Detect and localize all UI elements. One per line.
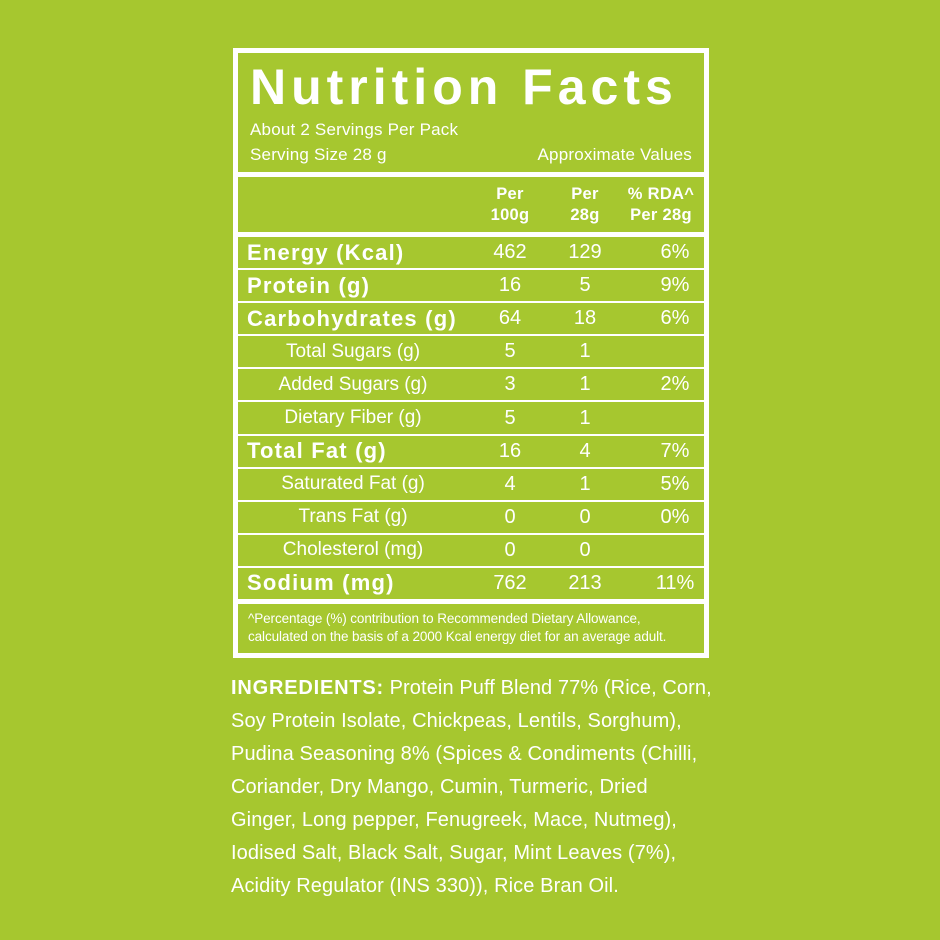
section-divider [238,599,704,604]
nutrient-name: Energy (Kcal) [247,239,405,265]
value-per-100g: 4 [504,472,516,495]
value-per-100g: 5 [504,406,516,429]
value-per-28g: 0 [579,505,591,528]
table-row: Dietary Fiber (g) 5 1 [238,400,704,433]
nutrition-facts-title: Nutrition Facts [250,59,678,115]
approximate-values: Approximate Values [537,145,692,164]
value-rda-per-28g: 9% [660,274,690,297]
value-rda-per-28g: 6% [660,307,690,330]
value-per-100g: 3 [504,373,516,396]
footnote-line-1: ^Percentage (%) contribution to Recommen… [248,611,641,626]
ingredients-heading: INGREDIENTS: [231,677,384,699]
value-rda-per-28g: 0% [660,505,690,528]
table-row: Sodium (mg) 762 213 11% [238,565,704,599]
value-rda-per-28g: 5% [660,472,690,495]
title-section: Nutrition Facts About 2 Servings Per Pac… [238,53,704,172]
section-divider [238,232,704,237]
value-per-100g: 5 [504,340,516,363]
value-per-28g: 0 [579,538,591,561]
table-row: Protein (g) 16 5 9% [238,268,704,301]
table-column-header: Per 100g Per 28g % RDA^ Per 28g [238,177,704,232]
section-divider [238,172,704,177]
table-row: Cholesterol (mg) 0 0 [238,532,704,566]
servings-per-pack: About 2 Servings Per Pack [250,120,459,139]
nutrient-name: Sodium (mg) [247,570,395,596]
table-row: Trans Fat (g) 0 0 0% [238,499,704,533]
value-per-28g: 213 [568,571,602,594]
value-rda-per-28g: 6% [660,241,690,264]
column-header-per-28g: Per 28g [570,184,600,224]
column-header-rda-per-28g: % RDA^ Per 28g [627,184,695,224]
value-per-28g: 4 [579,439,591,462]
column-header-per-100g: Per 100g [490,184,530,224]
value-per-28g: 1 [579,472,591,495]
table-row: Saturated Fat (g) 4 1 5% [238,466,704,500]
nutrient-name: Total Sugars (g) [285,340,421,362]
nutrient-name: Carbohydrates (g) [247,305,457,331]
nutrient-name: Cholesterol (mg) [282,539,424,561]
value-per-100g: 462 [493,241,527,264]
nutrient-name: Total Fat (g) [247,438,387,464]
value-per-100g: 762 [493,571,527,594]
value-per-100g: 64 [498,307,522,330]
table-row: Total Sugars (g) 5 1 [238,334,704,367]
table-row: Total Fat (g) 16 4 7% [238,433,704,467]
value-rda-per-28g: 7% [660,439,690,462]
value-per-100g: 16 [498,439,522,462]
nutrient-name: Protein (g) [247,272,371,298]
table-row: Carbohydrates (g) 64 18 6% [238,301,704,334]
value-rda-per-28g: 11% [655,571,695,594]
value-per-28g: 129 [568,241,602,264]
nutrient-name: Saturated Fat (g) [281,473,425,495]
serving-size-row: Serving Size 28 g Approximate Values [250,145,692,165]
footnote-line-2: calculated on the basis of a 2000 Kcal e… [248,628,667,644]
nutrition-facts-panel: Nutrition Facts About 2 Servings Per Pac… [233,48,709,658]
value-per-28g: 1 [579,373,591,396]
value-per-28g: 1 [579,340,591,363]
ingredients-paragraph: INGREDIENTS: Protein Puff Blend 77% (Ric… [231,672,718,903]
nutrition-table-body: Energy (Kcal) 462 129 6% Protein (g) 16 … [238,237,704,599]
table-row: Added Sugars (g) 3 1 2% [238,367,704,400]
value-per-100g: 0 [504,505,516,528]
ingredients-text: Protein Puff Blend 77% (Rice, Corn, Soy … [231,677,712,897]
nutrient-name: Added Sugars (g) [278,373,428,395]
rda-footnote: ^Percentage (%) contribution to Recommen… [238,604,704,653]
value-per-28g: 5 [579,274,591,297]
table-row: Energy (Kcal) 462 129 6% [238,237,704,268]
serving-size: Serving Size 28 g [250,145,387,164]
value-per-100g: 0 [504,538,516,561]
value-per-100g: 16 [498,274,522,297]
value-per-28g: 1 [579,406,591,429]
nutrient-name: Dietary Fiber (g) [284,407,422,429]
value-rda-per-28g: 2% [660,373,690,396]
nutrient-name: Trans Fat (g) [298,506,408,528]
value-per-28g: 18 [573,307,597,330]
